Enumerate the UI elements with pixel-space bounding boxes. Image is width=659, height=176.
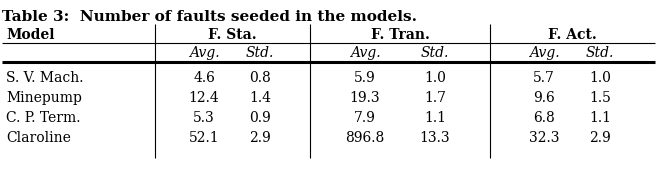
Text: 0.9: 0.9 — [249, 111, 271, 125]
Text: 1.7: 1.7 — [424, 91, 446, 105]
Text: 9.6: 9.6 — [533, 91, 555, 105]
Text: 13.3: 13.3 — [420, 131, 450, 145]
Text: Std.: Std. — [246, 46, 274, 60]
Text: 5.3: 5.3 — [193, 111, 215, 125]
Text: 896.8: 896.8 — [345, 131, 385, 145]
Text: S. V. Mach.: S. V. Mach. — [6, 71, 84, 85]
Text: F. Tran.: F. Tran. — [370, 28, 430, 42]
Text: F. Sta.: F. Sta. — [208, 28, 256, 42]
Text: 12.4: 12.4 — [188, 91, 219, 105]
Text: 1.0: 1.0 — [424, 71, 446, 85]
Text: 6.8: 6.8 — [533, 111, 555, 125]
Text: 32.3: 32.3 — [529, 131, 559, 145]
Text: 7.9: 7.9 — [354, 111, 376, 125]
Text: 4.6: 4.6 — [193, 71, 215, 85]
Text: Std.: Std. — [586, 46, 614, 60]
Text: Avg.: Avg. — [188, 46, 219, 60]
Text: 5.9: 5.9 — [354, 71, 376, 85]
Text: Minepump: Minepump — [6, 91, 82, 105]
Text: 19.3: 19.3 — [350, 91, 380, 105]
Text: Table 3:  Number of faults seeded in the models.: Table 3: Number of faults seeded in the … — [2, 10, 417, 24]
Text: 0.8: 0.8 — [249, 71, 271, 85]
Text: Avg.: Avg. — [529, 46, 559, 60]
Text: 1.5: 1.5 — [589, 91, 611, 105]
Text: Std.: Std. — [421, 46, 449, 60]
Text: C. P. Term.: C. P. Term. — [6, 111, 80, 125]
Text: Model: Model — [6, 28, 55, 42]
Text: Claroline: Claroline — [6, 131, 71, 145]
Text: 2.9: 2.9 — [589, 131, 611, 145]
Text: 1.0: 1.0 — [589, 71, 611, 85]
Text: 52.1: 52.1 — [188, 131, 219, 145]
Text: 1.4: 1.4 — [249, 91, 271, 105]
Text: 1.1: 1.1 — [424, 111, 446, 125]
Text: 2.9: 2.9 — [249, 131, 271, 145]
Text: F. Act.: F. Act. — [548, 28, 596, 42]
Text: 5.7: 5.7 — [533, 71, 555, 85]
Text: 1.1: 1.1 — [589, 111, 611, 125]
Text: Avg.: Avg. — [350, 46, 380, 60]
